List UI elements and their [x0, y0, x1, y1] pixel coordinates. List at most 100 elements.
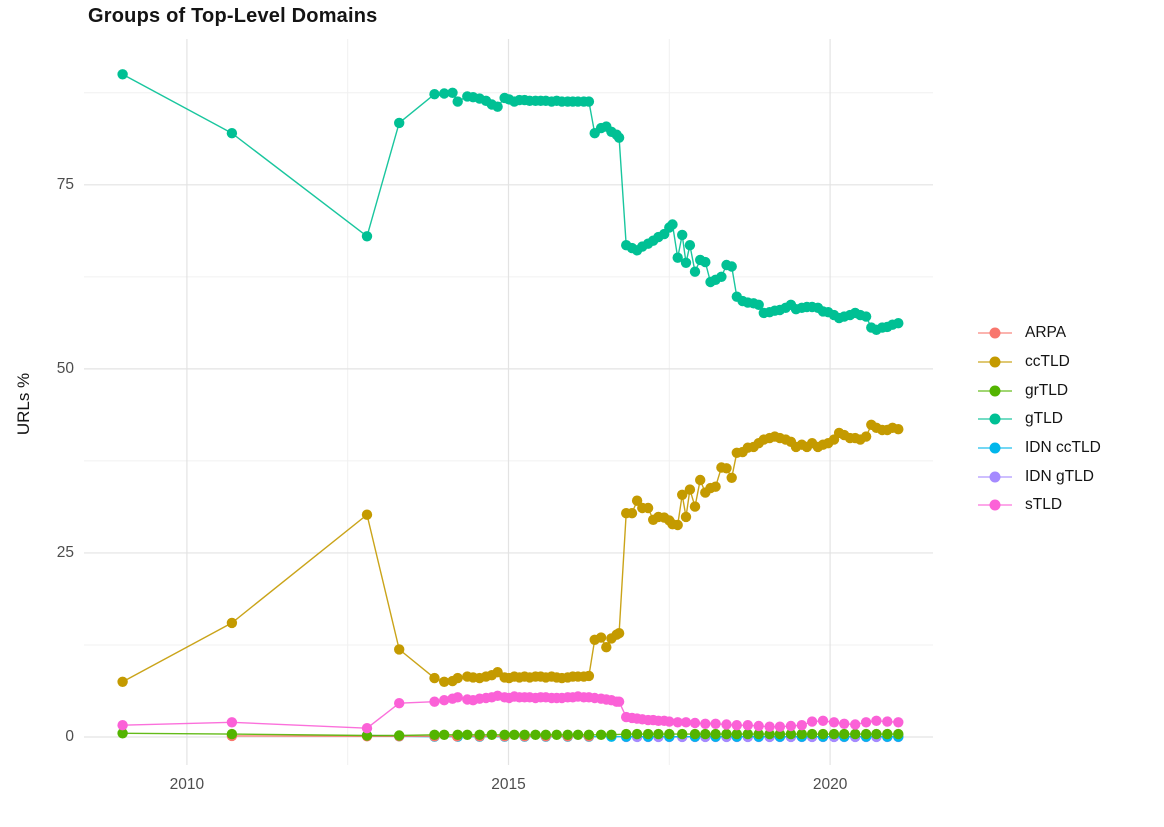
data-point [710, 718, 721, 729]
data-point [785, 728, 797, 740]
data-point [439, 729, 450, 740]
data-point [850, 728, 861, 740]
data-point [439, 695, 450, 706]
data-point [462, 729, 473, 740]
legend-swatch-icon [978, 471, 1012, 483]
data-point [117, 720, 128, 731]
data-point [667, 219, 678, 230]
data-point [429, 696, 440, 707]
data-point [689, 501, 701, 512]
data-point [860, 431, 872, 442]
data-point [721, 463, 732, 474]
data-point [642, 728, 654, 740]
data-point [474, 729, 485, 740]
data-point [361, 723, 373, 734]
data-point [689, 266, 701, 277]
data-point [672, 717, 683, 728]
series-sTLD [117, 690, 904, 734]
data-point [519, 729, 530, 740]
data-point [452, 96, 463, 107]
data-point [486, 729, 497, 740]
y-tick-label: 50 [56, 359, 74, 377]
data-point [721, 719, 732, 730]
data-point [806, 728, 818, 740]
data-point [672, 519, 683, 531]
legend-label: IDN gTLD [1025, 467, 1094, 485]
data-point [695, 474, 706, 486]
data-point [117, 728, 128, 739]
data-point [753, 728, 764, 740]
data-point [664, 716, 675, 727]
x-tick-label: 2015 [491, 776, 526, 793]
data-point [710, 728, 721, 740]
data-point [753, 720, 764, 732]
data-point [429, 89, 440, 100]
data-point [613, 628, 625, 639]
data-point [817, 728, 829, 740]
data-point [117, 676, 128, 687]
legend-swatch-icon [978, 385, 1012, 397]
data-point [753, 299, 764, 310]
legend-swatch-icon [978, 499, 1012, 511]
data-point [796, 720, 807, 731]
data-point [731, 720, 742, 731]
data-point [583, 96, 595, 107]
data-point [672, 252, 683, 263]
data-point [677, 728, 688, 740]
data-point [677, 229, 688, 241]
data-point [540, 729, 551, 740]
data-point [562, 729, 573, 740]
data-point [828, 717, 840, 728]
data-point [394, 730, 405, 741]
data-point [653, 728, 664, 740]
data-point [893, 717, 904, 728]
legend-entry-gTLD: gTLD [978, 405, 1101, 434]
data-point [700, 718, 711, 729]
data-point [796, 728, 807, 740]
data-point [606, 729, 617, 740]
data-point [710, 481, 721, 492]
data-point [631, 495, 643, 506]
data-point [394, 698, 405, 709]
data-point [700, 256, 711, 268]
data-point [785, 720, 797, 732]
x-tick-label: 2010 [169, 776, 205, 793]
data-point [572, 729, 584, 740]
legend-entry-sTLD: sTLD [978, 491, 1101, 520]
data-point [664, 728, 675, 740]
legend-entry-grTLD: grTLD [978, 376, 1101, 405]
data-point [764, 728, 775, 740]
legend-swatch-icon [978, 356, 1012, 368]
legend-entry-IDN ccTLD: IDN ccTLD [978, 434, 1101, 463]
legend-swatch-icon [978, 327, 1012, 339]
legend-entry-ARPA: ARPA [978, 319, 1101, 348]
data-point [871, 728, 882, 740]
data-point [613, 696, 625, 707]
y-tick-label: 25 [56, 543, 74, 561]
data-point [447, 87, 458, 99]
data-point [882, 728, 893, 740]
data-point [731, 728, 742, 740]
data-point [452, 672, 463, 684]
legend-swatch-icon [978, 442, 1012, 454]
data-point [742, 728, 753, 740]
data-point [774, 728, 786, 740]
legend: ARPA ccTLD grTLD gTLD IDN ccTLD IDN gTLD sTLD [978, 319, 1101, 520]
data-point [631, 728, 643, 740]
data-point [452, 729, 463, 740]
y-tick-label: 0 [65, 728, 74, 746]
legend-swatch-icon [978, 413, 1012, 425]
data-point [551, 729, 562, 740]
data-point [817, 715, 829, 726]
data-point [595, 632, 607, 643]
data-point [689, 728, 701, 740]
series-line-gTLD [122, 73, 899, 331]
series-ccTLD [117, 419, 904, 687]
data-point [764, 721, 775, 732]
data-point [429, 672, 440, 684]
data-point [226, 717, 238, 728]
data-point [774, 721, 786, 732]
x-tick-label: 2020 [812, 776, 848, 793]
data-point [394, 117, 405, 129]
